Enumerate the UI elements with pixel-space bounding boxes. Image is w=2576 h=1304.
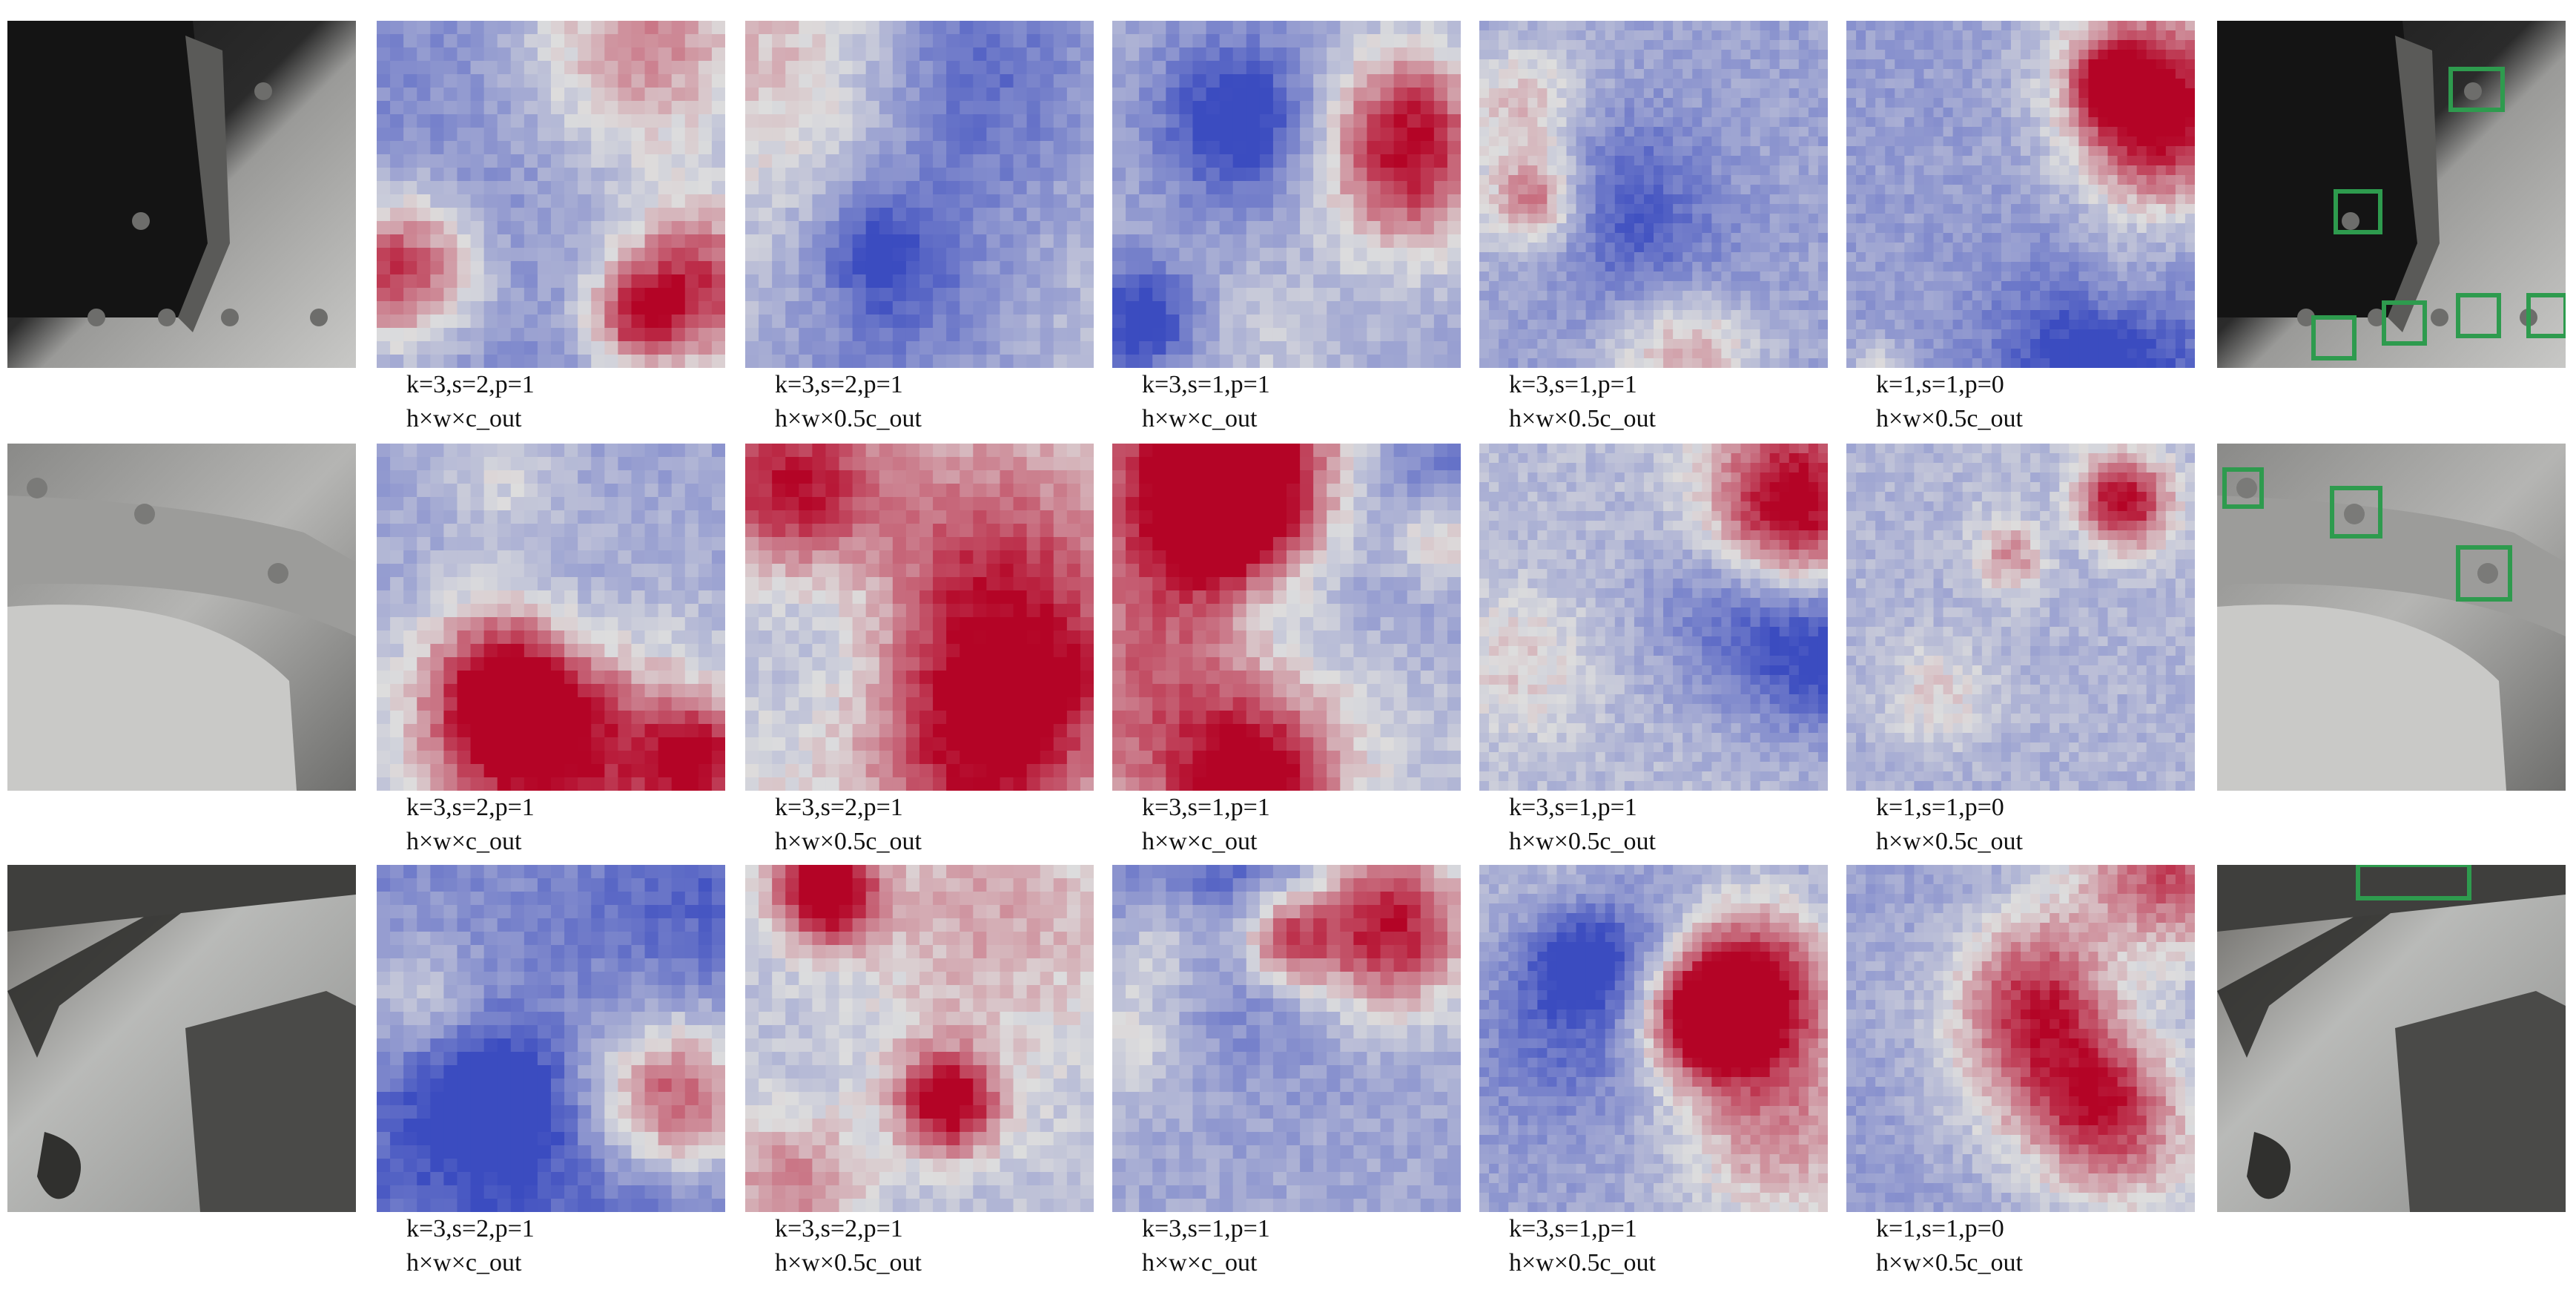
detection-result-image: [2217, 444, 2566, 791]
output-shape-label: h×w×0.5c_out: [775, 828, 922, 855]
detection-box: [2356, 865, 2471, 900]
conv-params-label: k=3,s=1,p=1: [1509, 371, 1637, 398]
activation-heatmap: [1479, 21, 1828, 368]
activation-heatmap: [745, 444, 1094, 791]
output-shape-label: h×w×c_out: [1142, 828, 1258, 855]
input-photo: [7, 865, 356, 1212]
conv-params-label: k=3,s=2,p=1: [406, 1215, 535, 1242]
input-photo: [7, 21, 356, 368]
output-shape-label: h×w×0.5c_out: [1509, 1249, 1656, 1277]
conv-params-label: k=3,s=1,p=1: [1142, 794, 1270, 821]
heatmap-caption: k=3,s=2,p=1 h×w×c_out: [377, 368, 725, 436]
activation-heatmap: [1479, 865, 1828, 1212]
output-shape-label: h×w×0.5c_out: [1876, 1249, 2023, 1277]
detection-box: [2456, 293, 2501, 338]
detection-box: [2456, 545, 2512, 602]
output-shape-label: h×w×0.5c_out: [1509, 828, 1656, 855]
conv-params-label: k=1,s=1,p=0: [1876, 371, 2004, 398]
heatmap-caption: k=3,s=1,p=1 h×w×c_out: [1112, 368, 1461, 436]
output-shape-label: h×w×0.5c_out: [775, 1249, 922, 1277]
detection-result-image: [2217, 21, 2566, 368]
activation-heatmap: [377, 21, 725, 368]
conv-params-label: k=3,s=2,p=1: [775, 794, 903, 821]
heatmap-caption: k=3,s=1,p=1 h×w×c_out: [1112, 791, 1461, 859]
heatmap-caption: k=1,s=1,p=0 h×w×0.5c_out: [1846, 1212, 2195, 1280]
activation-heatmap: [1112, 21, 1461, 368]
output-shape-label: h×w×0.5c_out: [1876, 405, 2023, 432]
conv-params-label: k=3,s=2,p=1: [775, 371, 903, 398]
conv-params-label: k=3,s=1,p=1: [1509, 794, 1637, 821]
activation-heatmap: [745, 865, 1094, 1212]
output-shape-label: h×w×0.5c_out: [1509, 405, 1656, 432]
heatmap-caption: k=3,s=1,p=1 h×w×0.5c_out: [1479, 791, 1828, 859]
heatmap-caption: k=3,s=2,p=1 h×w×0.5c_out: [745, 1212, 1094, 1280]
heatmap-caption: k=3,s=1,p=1 h×w×c_out: [1112, 1212, 1461, 1280]
detection-box: [2526, 293, 2566, 338]
conv-params-label: k=3,s=2,p=1: [406, 794, 535, 821]
output-shape-label: h×w×c_out: [406, 828, 522, 855]
conv-params-label: k=3,s=1,p=1: [1509, 1215, 1637, 1242]
heatmap-caption: k=3,s=2,p=1 h×w×0.5c_out: [745, 791, 1094, 859]
heatmap-caption: k=1,s=1,p=0 h×w×0.5c_out: [1846, 368, 2195, 436]
input-photo: [7, 444, 356, 791]
heatmap-caption: k=3,s=1,p=1 h×w×0.5c_out: [1479, 368, 1828, 436]
conv-params-label: k=1,s=1,p=0: [1876, 794, 2004, 821]
detection-box: [2330, 486, 2382, 539]
detection-box: [2222, 467, 2264, 509]
conv-params-label: k=3,s=2,p=1: [775, 1215, 903, 1242]
output-shape-label: h×w×0.5c_out: [775, 405, 922, 432]
conv-params-label: k=1,s=1,p=0: [1876, 1215, 2004, 1242]
heatmap-caption: k=3,s=2,p=1 h×w×c_out: [377, 791, 725, 859]
activation-heatmap: [1112, 444, 1461, 791]
activation-heatmap: [1112, 865, 1461, 1212]
output-shape-label: h×w×c_out: [1142, 1249, 1258, 1277]
activation-heatmap: [1846, 444, 2195, 791]
heatmap-caption: k=3,s=2,p=1 h×w×0.5c_out: [745, 368, 1094, 436]
activation-heatmap: [1846, 865, 2195, 1212]
activation-heatmap: [377, 444, 725, 791]
conv-params-label: k=3,s=1,p=1: [1142, 1215, 1270, 1242]
activation-heatmap: [1846, 21, 2195, 368]
conv-params-label: k=3,s=2,p=1: [406, 371, 535, 398]
detection-result-image: [2217, 865, 2566, 1212]
output-shape-label: h×w×c_out: [1142, 405, 1258, 432]
detection-box: [2311, 315, 2357, 360]
output-shape-label: h×w×c_out: [406, 1249, 522, 1277]
activation-heatmap: [745, 21, 1094, 368]
activation-heatmap: [1479, 444, 1828, 791]
output-shape-label: h×w×0.5c_out: [1876, 828, 2023, 855]
detection-box: [2334, 189, 2382, 234]
heatmap-caption: k=3,s=2,p=1 h×w×c_out: [377, 1212, 725, 1280]
heatmap-caption: k=1,s=1,p=0 h×w×0.5c_out: [1846, 791, 2195, 859]
heatmap-caption: k=3,s=1,p=1 h×w×0.5c_out: [1479, 1212, 1828, 1280]
conv-params-label: k=3,s=1,p=1: [1142, 371, 1270, 398]
detection-box: [2448, 67, 2505, 112]
detection-box: [2382, 300, 2427, 346]
activation-heatmap: [377, 865, 725, 1212]
output-shape-label: h×w×c_out: [406, 405, 522, 432]
